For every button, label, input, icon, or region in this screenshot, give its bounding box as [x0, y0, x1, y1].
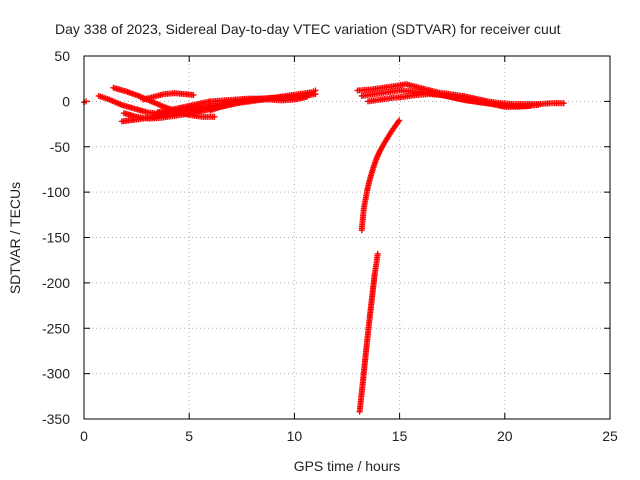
y-tick-label: 0 — [62, 93, 70, 109]
y-tick-label: -200 — [42, 275, 70, 291]
data-point — [190, 92, 197, 99]
data-points — [81, 81, 567, 415]
data-point — [527, 102, 534, 109]
y-tick-labels: 50 0 -50 -100 -150 -200 -250 -300 -350 — [42, 48, 70, 427]
data-point — [535, 102, 542, 109]
data-point — [396, 117, 403, 124]
y-tick-label: -300 — [42, 366, 70, 382]
data-point — [304, 93, 311, 100]
x-axis-label: GPS time / hours — [294, 458, 401, 474]
y-tick-label: -100 — [42, 184, 70, 200]
x-tick-label: 20 — [497, 428, 513, 444]
x-tick-label: 0 — [80, 428, 88, 444]
y-tick-label: -350 — [42, 411, 70, 427]
data-point — [374, 250, 381, 257]
data-point — [560, 100, 567, 107]
plot-frame — [83, 55, 611, 420]
x-tick-label: 10 — [287, 428, 303, 444]
x-tick-labels: 0 5 10 15 20 25 — [80, 428, 618, 444]
y-axis-label: SDTVAR / TECUs — [7, 182, 23, 294]
chart-title: Day 338 of 2023, Sidereal Day-to-day VTE… — [55, 21, 561, 37]
x-tick-label: 25 — [602, 428, 618, 444]
y-tick-label: -150 — [42, 230, 70, 246]
data-point — [211, 113, 218, 120]
y-tick-label: -50 — [50, 139, 70, 155]
x-tick-label: 15 — [392, 428, 408, 444]
data-point — [312, 87, 319, 94]
x-tick-label: 5 — [185, 428, 193, 444]
y-tick-label: 50 — [54, 48, 70, 64]
y-tick-label: -250 — [42, 320, 70, 336]
